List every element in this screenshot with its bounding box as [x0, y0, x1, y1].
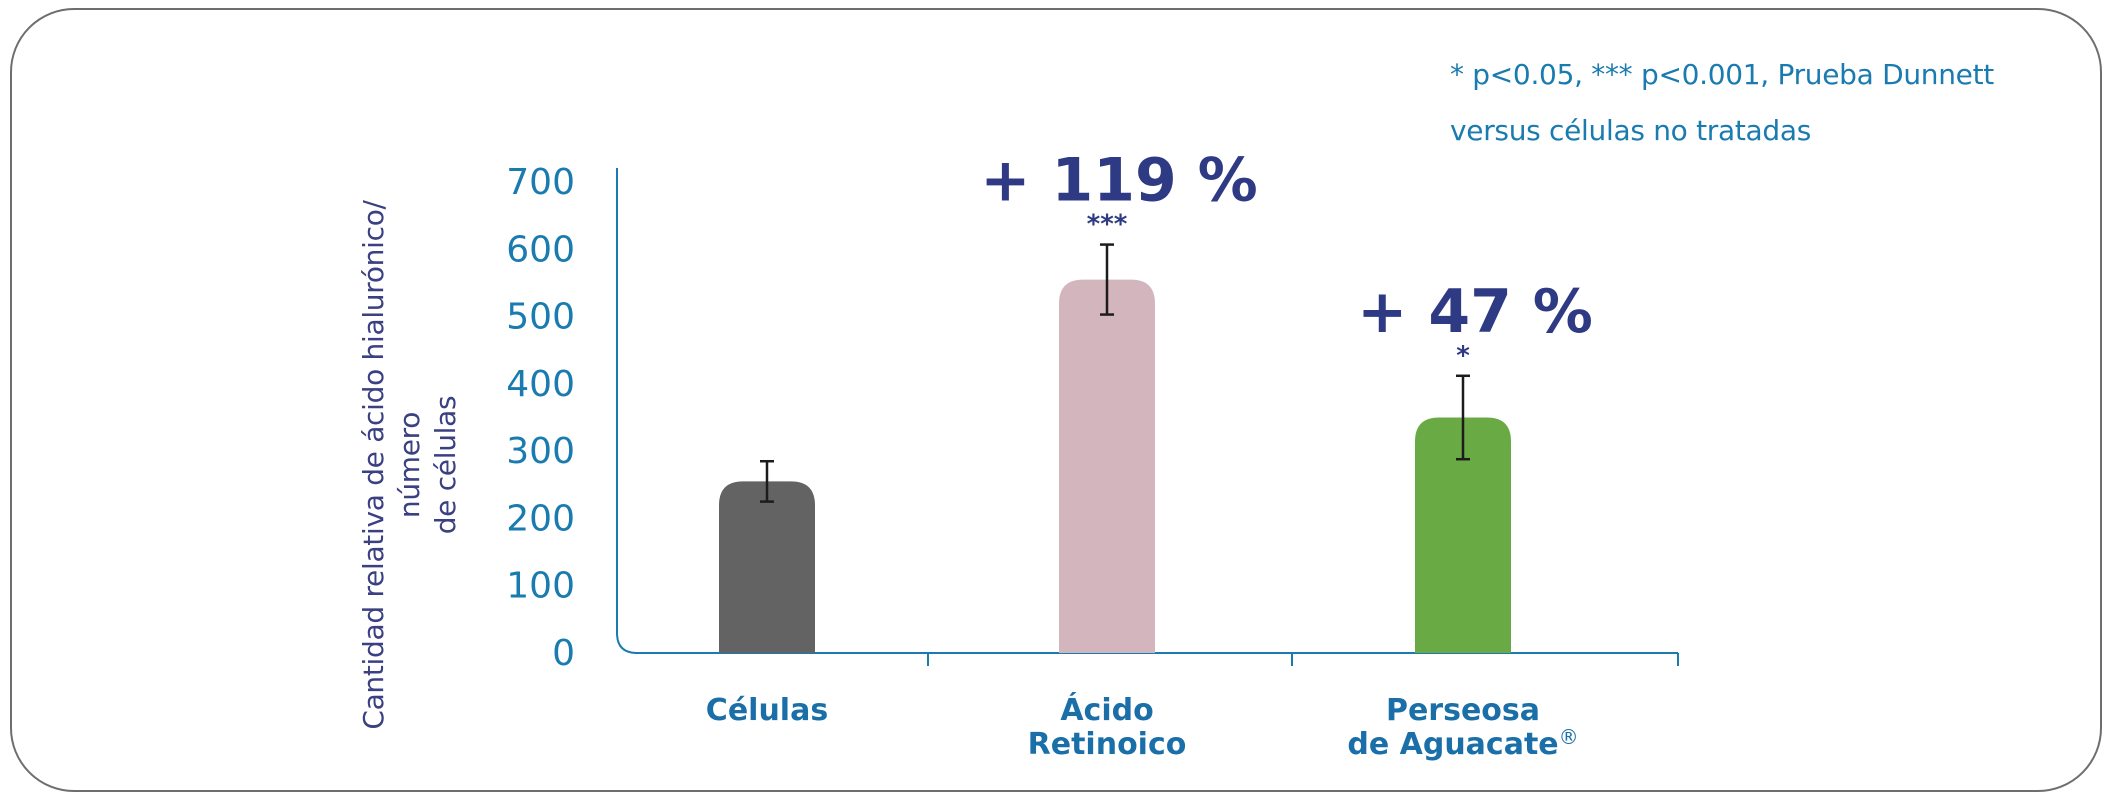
significance-mark-1: ***	[1087, 210, 1128, 240]
category-label-2-line0: Perseosa	[1386, 693, 1540, 728]
bar-1	[1059, 279, 1155, 653]
y-tick-label-600: 600	[506, 229, 575, 270]
comparison-note: versus células no tratadas	[1450, 114, 1811, 147]
y-tick-label-200: 200	[506, 498, 575, 539]
bar-2	[1415, 417, 1511, 653]
percent-change-label-1: + 119 %	[980, 146, 1257, 216]
percent-change-label-2: + 47 %	[1357, 277, 1593, 347]
y-tick-label-400: 400	[506, 364, 575, 405]
significance-mark-2: *	[1456, 341, 1470, 371]
axis-lines	[616, 168, 1678, 654]
category-label-1-line0: Ácido	[1060, 692, 1153, 728]
significance-note: * p<0.05, *** p<0.001, Prueba Dunnett	[1450, 58, 1994, 91]
y-tick-label-0: 0	[552, 633, 575, 674]
y-tick-label-500: 500	[506, 297, 575, 338]
chart-frame	[10, 8, 2102, 792]
y-tick-label-100: 100	[506, 566, 575, 607]
registered-mark: ®	[1559, 725, 1579, 749]
category-label-0-line0: Células	[706, 693, 828, 728]
category-label-2-line1: de Aguacate®	[1347, 725, 1578, 762]
y-tick-label-700: 700	[506, 162, 575, 203]
category-label-1-line1: Retinoico	[1028, 727, 1187, 762]
bar-0	[719, 481, 815, 653]
y-tick-label-300: 300	[506, 431, 575, 472]
